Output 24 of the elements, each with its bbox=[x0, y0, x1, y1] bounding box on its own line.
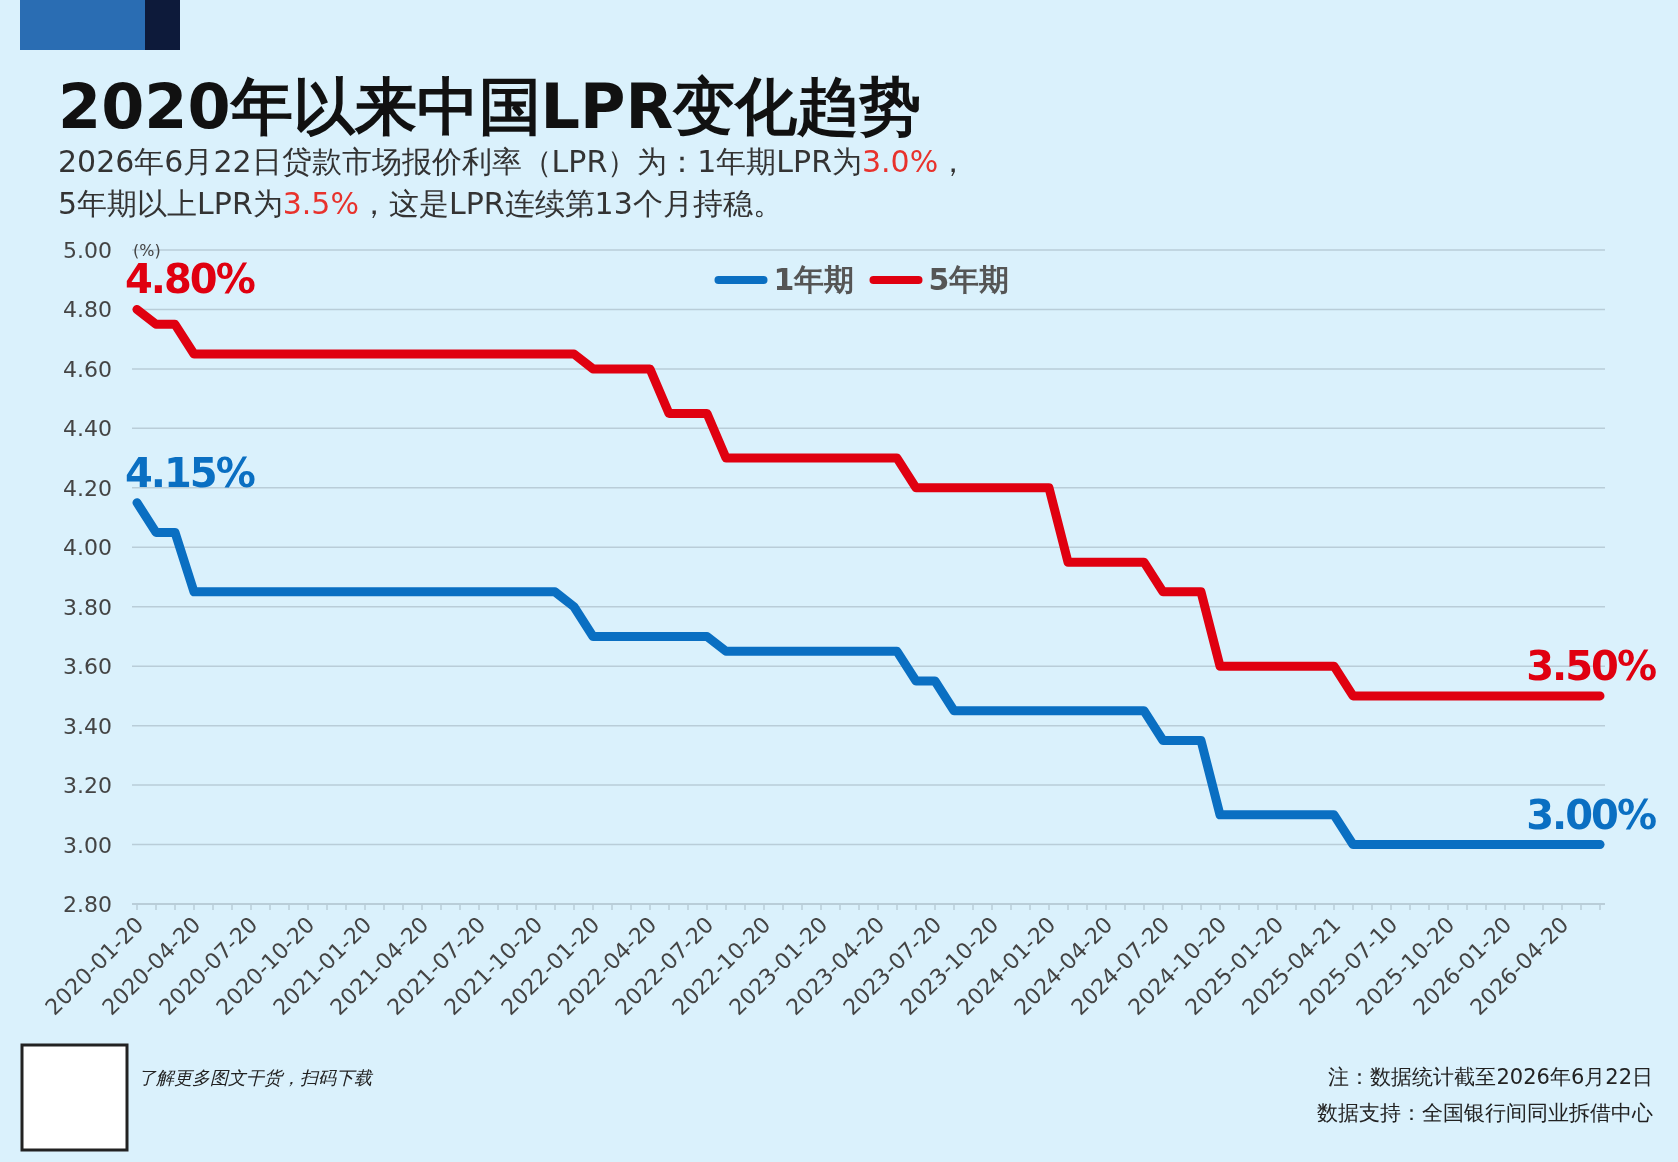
y-tick-label: 3.20 bbox=[63, 773, 112, 799]
y-tick-label: 3.40 bbox=[63, 713, 112, 739]
data-label: 4.15% bbox=[125, 449, 255, 496]
text: 数据支持：全国银行间同业拆借中心 bbox=[1317, 1101, 1653, 1125]
y-tick-label: 3.60 bbox=[63, 654, 112, 680]
y-tick-label: 5.00 bbox=[63, 238, 112, 263]
y-tick-label: 4.00 bbox=[63, 535, 112, 561]
text: 注：数据统计截至2026年6月22日 bbox=[1328, 1065, 1653, 1089]
y-tick-label: 4.60 bbox=[63, 356, 112, 382]
legend-label: 1年期 bbox=[773, 262, 855, 297]
y-tick-label: 3.00 bbox=[63, 832, 112, 858]
y-tick-label: 2.80 bbox=[63, 892, 112, 917]
y-tick-label: 4.40 bbox=[63, 416, 112, 442]
y-axis-title: (%) bbox=[133, 241, 161, 260]
text: 了解更多图文干货，扫码下载 bbox=[138, 1067, 374, 1088]
y-tick-label: 4.20 bbox=[63, 475, 112, 501]
data-label: 3.00% bbox=[1526, 791, 1656, 838]
y-tick-label: 4.80 bbox=[63, 297, 112, 323]
text: 2026年6月22日贷款市场报价利率（LPR）为：1年期LPR为3.0%， bbox=[58, 144, 969, 179]
y-tick-label: 3.80 bbox=[63, 594, 112, 620]
chart-title: 2020年以来中国LPR变化趋势 bbox=[58, 70, 922, 143]
data-label: 3.50% bbox=[1526, 642, 1656, 689]
legend-label: 5年期 bbox=[928, 262, 1010, 297]
text: 5年期以上LPR为3.5%，这是LPR连续第13个月持稳。 bbox=[58, 186, 783, 221]
